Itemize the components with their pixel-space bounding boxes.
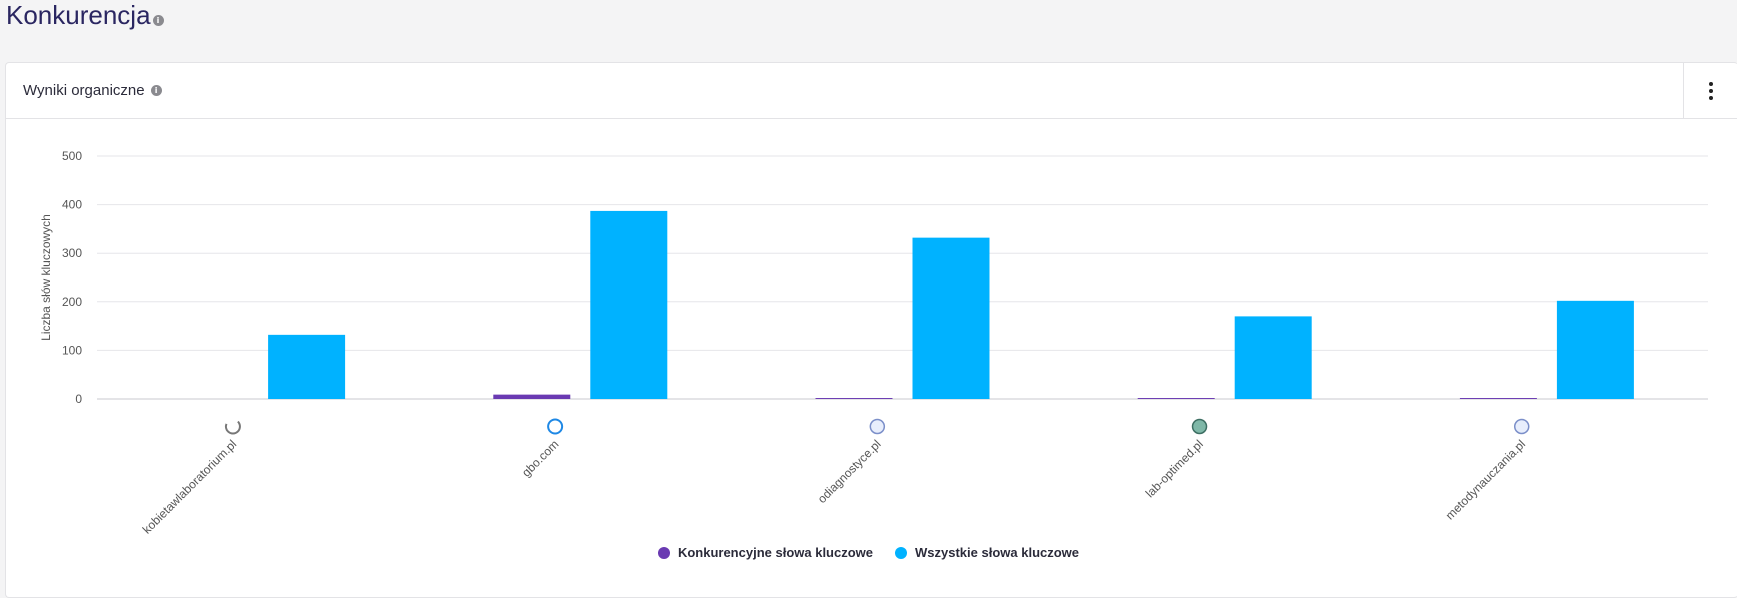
x-tick-label[interactable]: lab-optimed.pl — [1143, 437, 1206, 500]
card-title-text: Wyniki organiczne — [23, 82, 145, 99]
spinner-icon — [224, 418, 241, 435]
card-title: Wyniki organiczne i — [23, 82, 162, 99]
x-tick-label[interactable]: kobietawlaboratorium.pl — [140, 437, 240, 537]
bar-competitive — [815, 398, 893, 399]
bar-all — [1234, 316, 1312, 399]
bar-all — [1556, 300, 1634, 399]
bar-competitive — [493, 394, 571, 399]
x-tick-group: metodynauczania.pl — [1443, 418, 1530, 522]
x-tick-group: gbo.com — [519, 418, 564, 480]
y-tick-label: 100 — [62, 343, 82, 357]
x-tick-label[interactable]: gbo.com — [519, 437, 561, 479]
globe-icon — [869, 418, 886, 435]
legend-item-competitive[interactable]: Konkurencyjne słowa kluczowe — [657, 545, 874, 560]
chart-legend: Konkurencyjne słowa kluczowe Wszystkie s… — [0, 545, 1737, 560]
legend-item-all[interactable]: Wszystkie słowa kluczowe — [895, 545, 1079, 560]
x-tick-group: kobietawlaboratorium.pl — [140, 418, 241, 537]
page-title-text: Konkurencja — [6, 0, 151, 30]
bar-all — [590, 210, 668, 399]
bar-competitive — [1459, 398, 1537, 399]
y-tick-label: 200 — [62, 295, 82, 309]
info-icon[interactable]: i — [150, 85, 162, 96]
x-tick-group: lab-optimed.pl — [1143, 418, 1208, 500]
y-tick-label: 0 — [75, 392, 82, 406]
bar-competitive — [1137, 398, 1215, 399]
rocket-icon — [547, 418, 564, 435]
y-tick-label: 500 — [62, 149, 82, 163]
organic-results-card: Wyniki organiczne i — [5, 62, 1737, 598]
page-title: Konkurencja i — [6, 0, 164, 31]
bar-all — [912, 237, 990, 399]
x-tick-label[interactable]: odiagnostyce.pl — [815, 437, 884, 506]
card-header: Wyniki organiczne i — [6, 63, 1737, 119]
globe-icon — [1513, 418, 1530, 435]
info-icon[interactable]: i — [152, 15, 164, 26]
y-tick-label: 400 — [62, 198, 82, 212]
y-tick-label: 300 — [62, 246, 82, 260]
x-tick-label[interactable]: metodynauczania.pl — [1443, 437, 1528, 522]
pill-icon — [1191, 418, 1208, 435]
legend-dot-all — [895, 546, 908, 559]
legend-label: Konkurencyjne słowa kluczowe — [677, 545, 874, 560]
x-tick-group: odiagnostyce.pl — [815, 418, 886, 506]
y-axis-label: Liczba słów kluczowych — [39, 214, 53, 341]
legend-dot-competitive — [657, 546, 670, 559]
more-vertical-icon[interactable] — [1683, 63, 1737, 118]
bar-all — [268, 334, 346, 399]
legend-label: Wszystkie słowa kluczowe — [915, 545, 1080, 560]
